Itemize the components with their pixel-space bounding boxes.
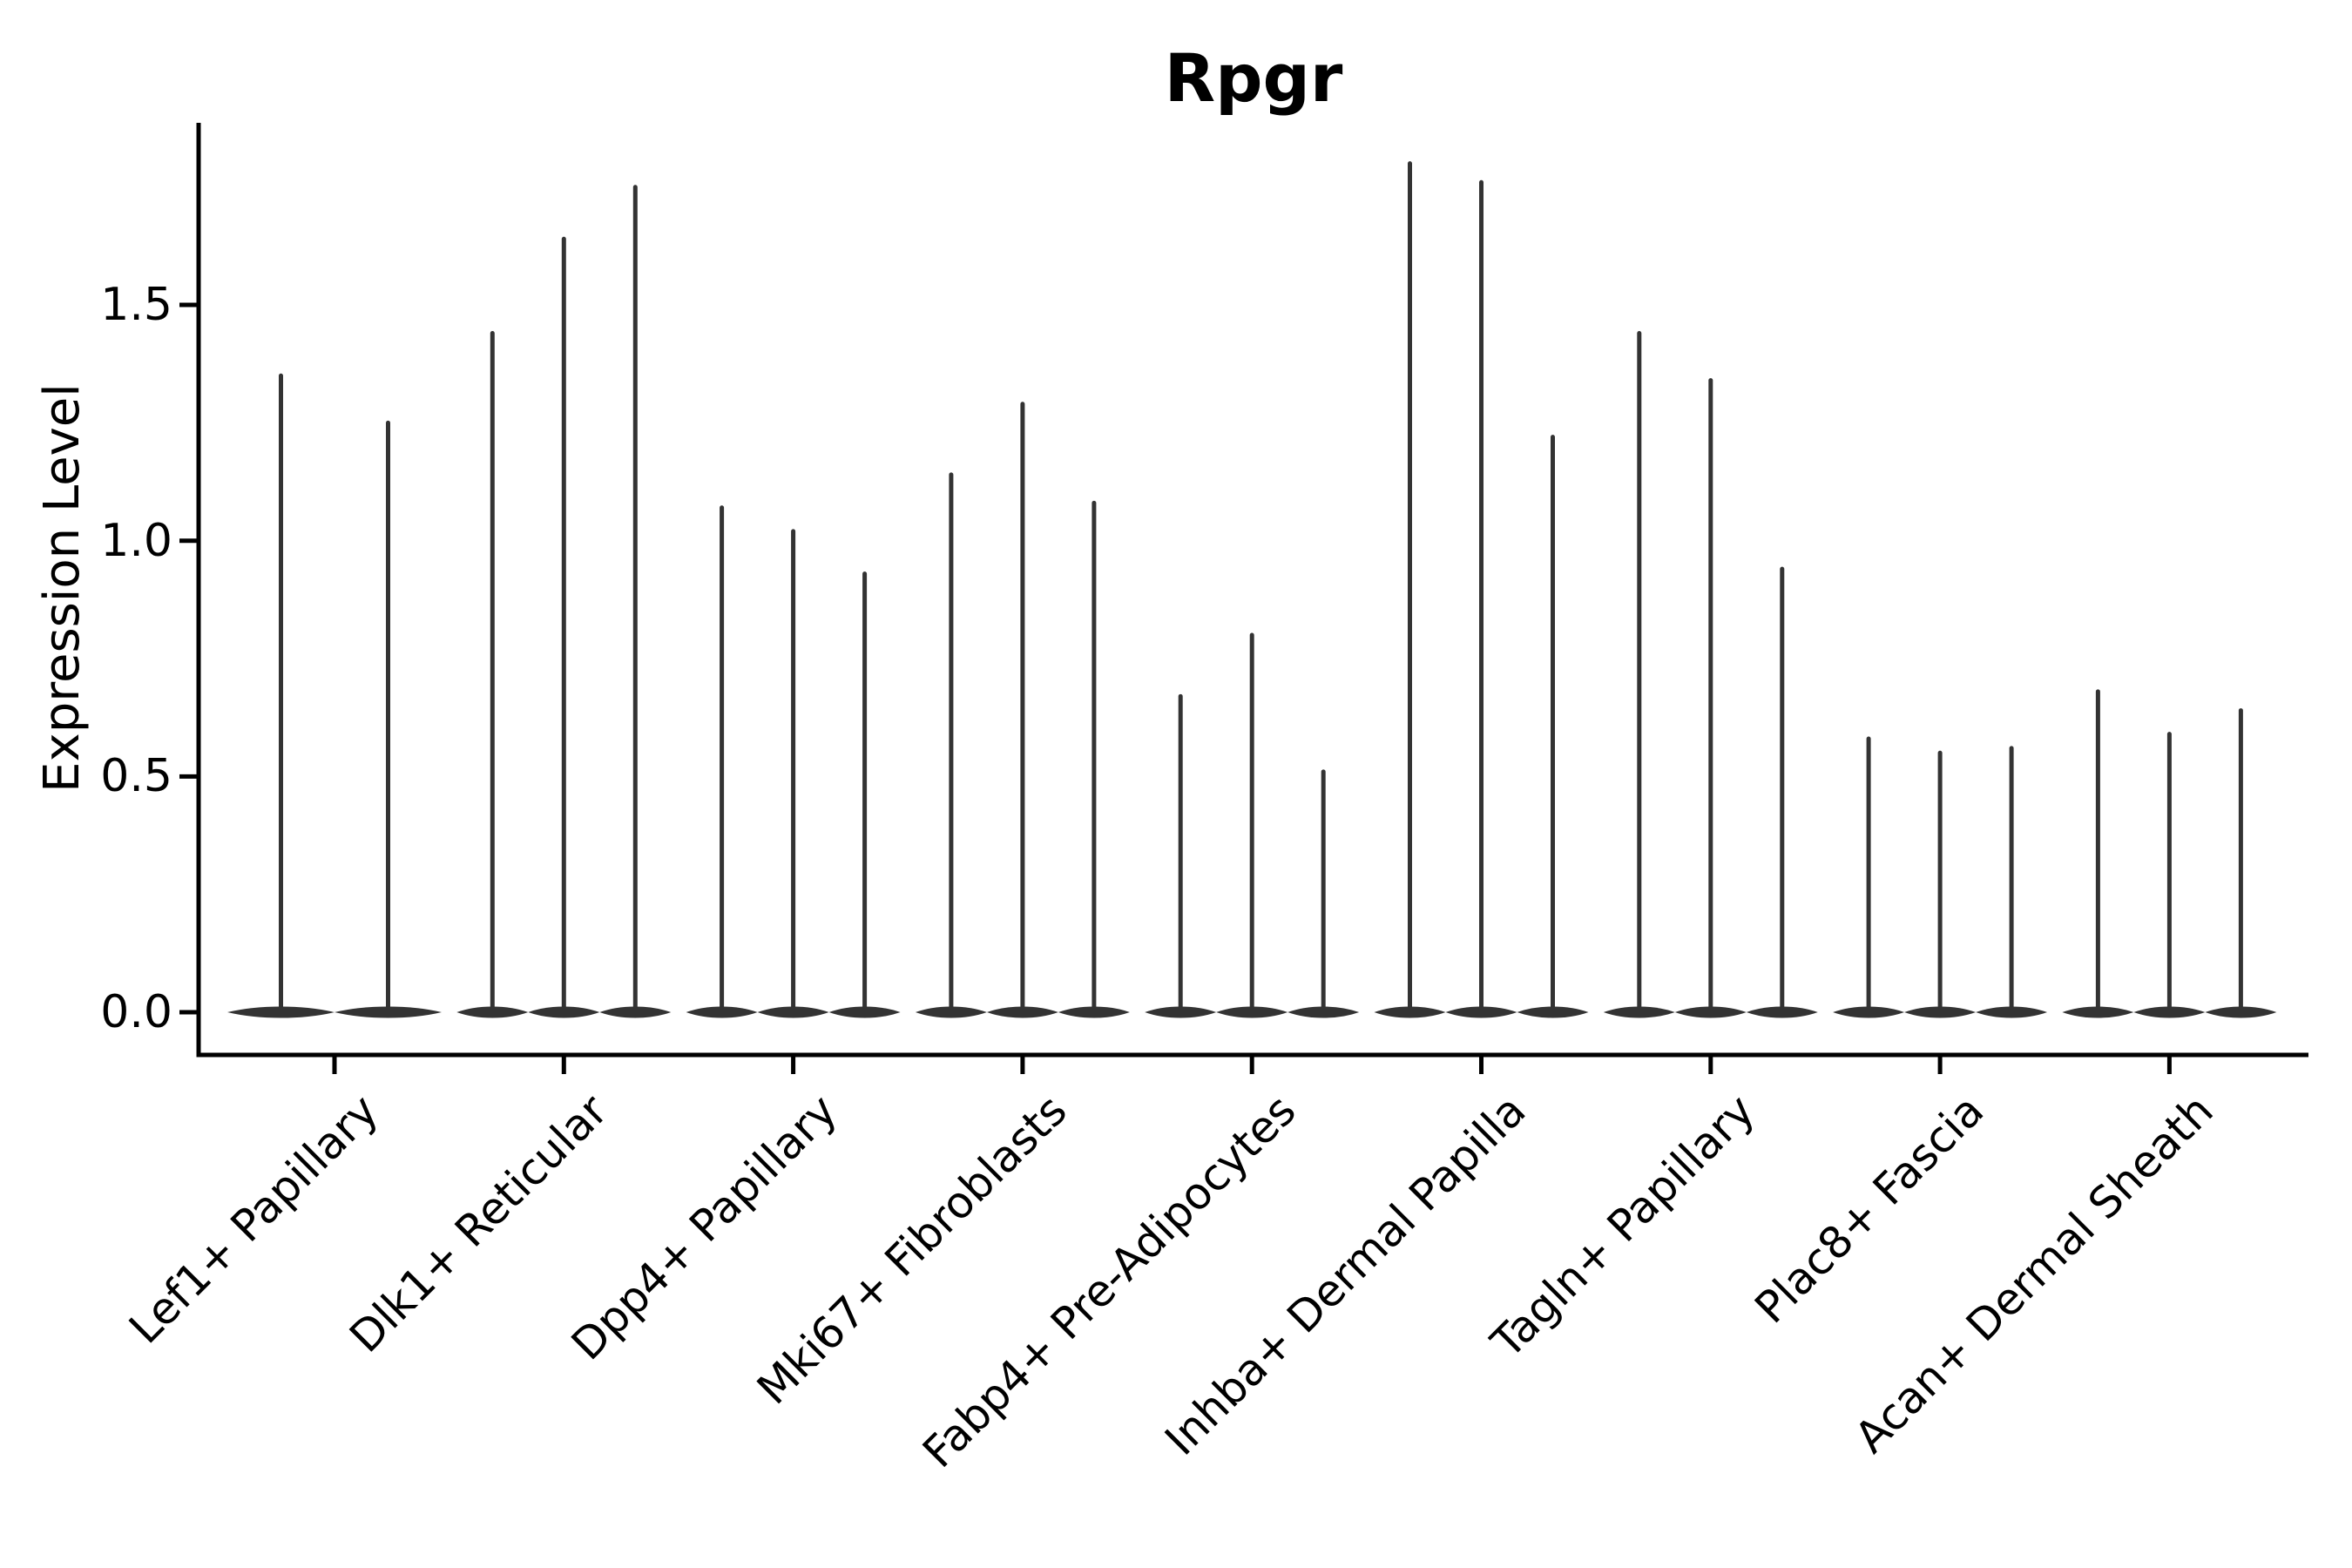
- violin-base-mass: [915, 1006, 987, 1018]
- violin-base-mass: [1374, 1006, 1446, 1018]
- y-tick-label: 0.0: [100, 986, 172, 1038]
- violin-base-mass: [828, 1006, 901, 1018]
- violin-base-mass: [2205, 1006, 2277, 1018]
- violin-base-mass: [2133, 1006, 2206, 1018]
- violin-base-mass: [1445, 1006, 1517, 1018]
- violin-base-mass: [2062, 1006, 2134, 1018]
- violin-base-mass: [599, 1006, 672, 1018]
- violin-base-mass: [1904, 1006, 1977, 1018]
- violin-base-mass: [1603, 1006, 1675, 1018]
- violin-base-mass: [757, 1006, 829, 1018]
- violin-base-mass: [1674, 1006, 1747, 1018]
- chart-title: Rpgr: [1164, 39, 1343, 117]
- violin-base-mass: [686, 1006, 758, 1018]
- violin-base-mass: [528, 1006, 600, 1018]
- y-tick-label: 0.5: [100, 750, 172, 803]
- violin-base-mass: [1976, 1006, 2048, 1018]
- violin-base-mass: [1833, 1006, 1905, 1018]
- y-tick-label: 1.5: [100, 279, 172, 332]
- violin-base-mass: [335, 1006, 442, 1018]
- y-tick-label: 1.0: [100, 514, 172, 567]
- violin-base-mass: [456, 1006, 529, 1018]
- violin-base-mass: [986, 1006, 1058, 1018]
- violin-base-mass: [1517, 1006, 1589, 1018]
- violin-base-mass: [227, 1006, 335, 1018]
- violin-base-mass: [1216, 1006, 1288, 1018]
- violin-base-mass: [1058, 1006, 1130, 1018]
- violin-base-mass: [1288, 1006, 1360, 1018]
- violin-base-mass: [1145, 1006, 1217, 1018]
- violin-base-mass: [1746, 1006, 1818, 1018]
